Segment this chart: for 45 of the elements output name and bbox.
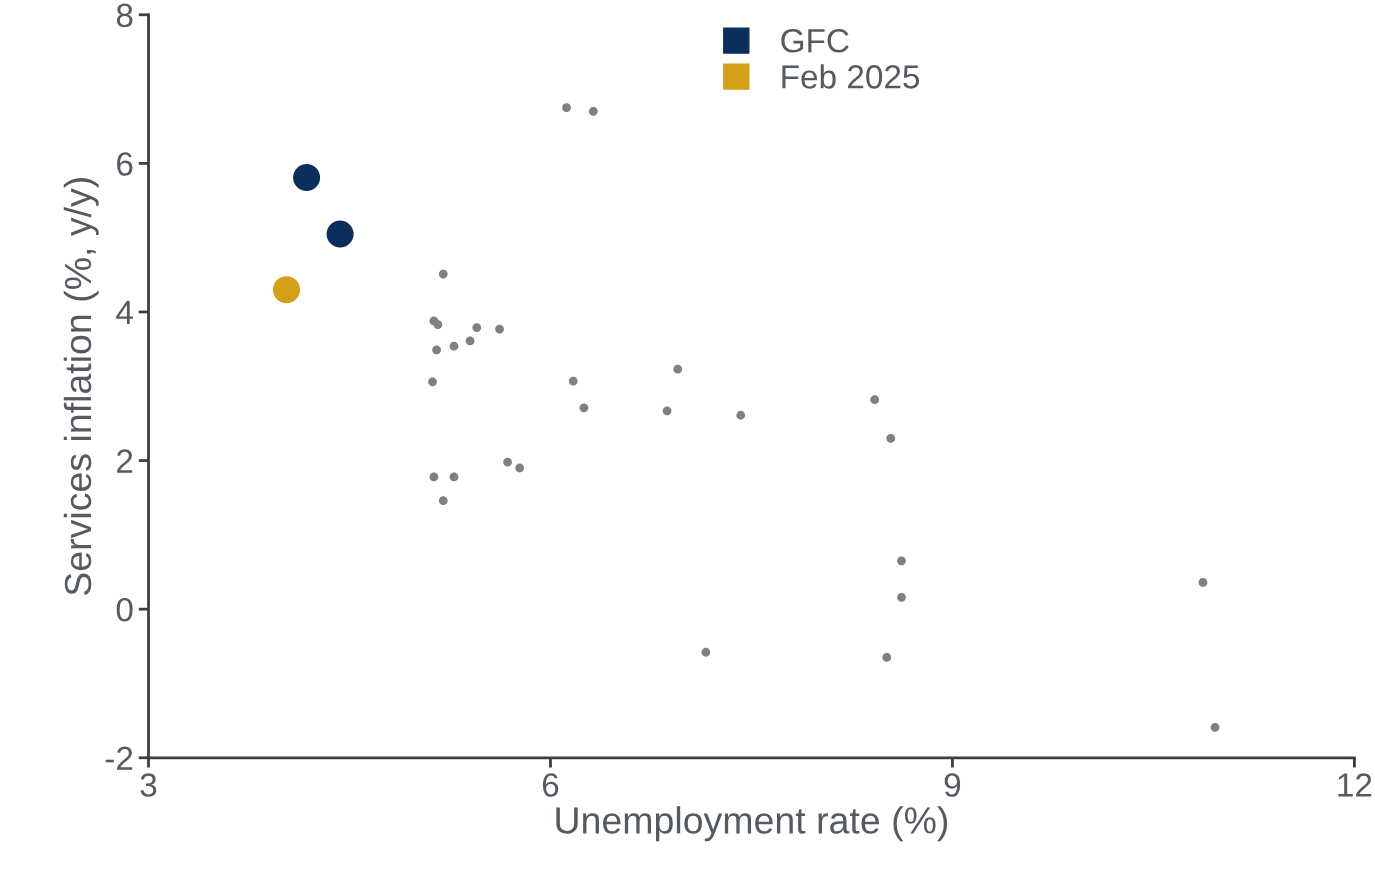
x-tick-label: 6 [542, 773, 559, 797]
point [438, 496, 448, 506]
point [588, 106, 598, 116]
point [870, 395, 880, 405]
x-tick-label: 9 [944, 773, 961, 797]
point [449, 341, 459, 351]
point [465, 336, 475, 346]
point [886, 433, 896, 443]
point [432, 345, 441, 355]
y-tick-label: 8 [116, 3, 133, 28]
y-tick-label: 0 [116, 597, 133, 622]
point [429, 472, 439, 482]
point [449, 472, 459, 482]
legend-label: GFC [781, 28, 849, 53]
point [562, 103, 571, 113]
point [1198, 578, 1208, 587]
x-tick-label: 12 [1338, 773, 1372, 797]
point [579, 403, 589, 413]
y-tick-label: 4 [116, 301, 133, 325]
point [515, 463, 525, 473]
point [433, 320, 443, 329]
point [272, 276, 301, 304]
point [662, 406, 672, 416]
x-axis-title: Unemployment rate (%) [556, 806, 948, 842]
y-tick-label: 2 [117, 449, 133, 473]
point [736, 410, 746, 420]
point [472, 323, 482, 332]
point [701, 647, 711, 657]
y-axis-title: Services inflation (%, y/y) [63, 178, 99, 596]
point [568, 376, 578, 386]
point [1210, 722, 1220, 732]
point [897, 556, 906, 566]
y-tick-label: -2 [105, 746, 133, 770]
point [428, 377, 437, 387]
x-tick-label: 3 [140, 773, 157, 797]
point [438, 269, 448, 279]
point [882, 653, 892, 662]
point [495, 324, 504, 334]
point [897, 592, 906, 602]
point [673, 364, 683, 374]
point [326, 220, 354, 248]
legend-label: Feb 2025 [782, 64, 920, 89]
point [293, 163, 321, 192]
point [503, 457, 512, 467]
y-tick-label: 6 [117, 152, 133, 176]
